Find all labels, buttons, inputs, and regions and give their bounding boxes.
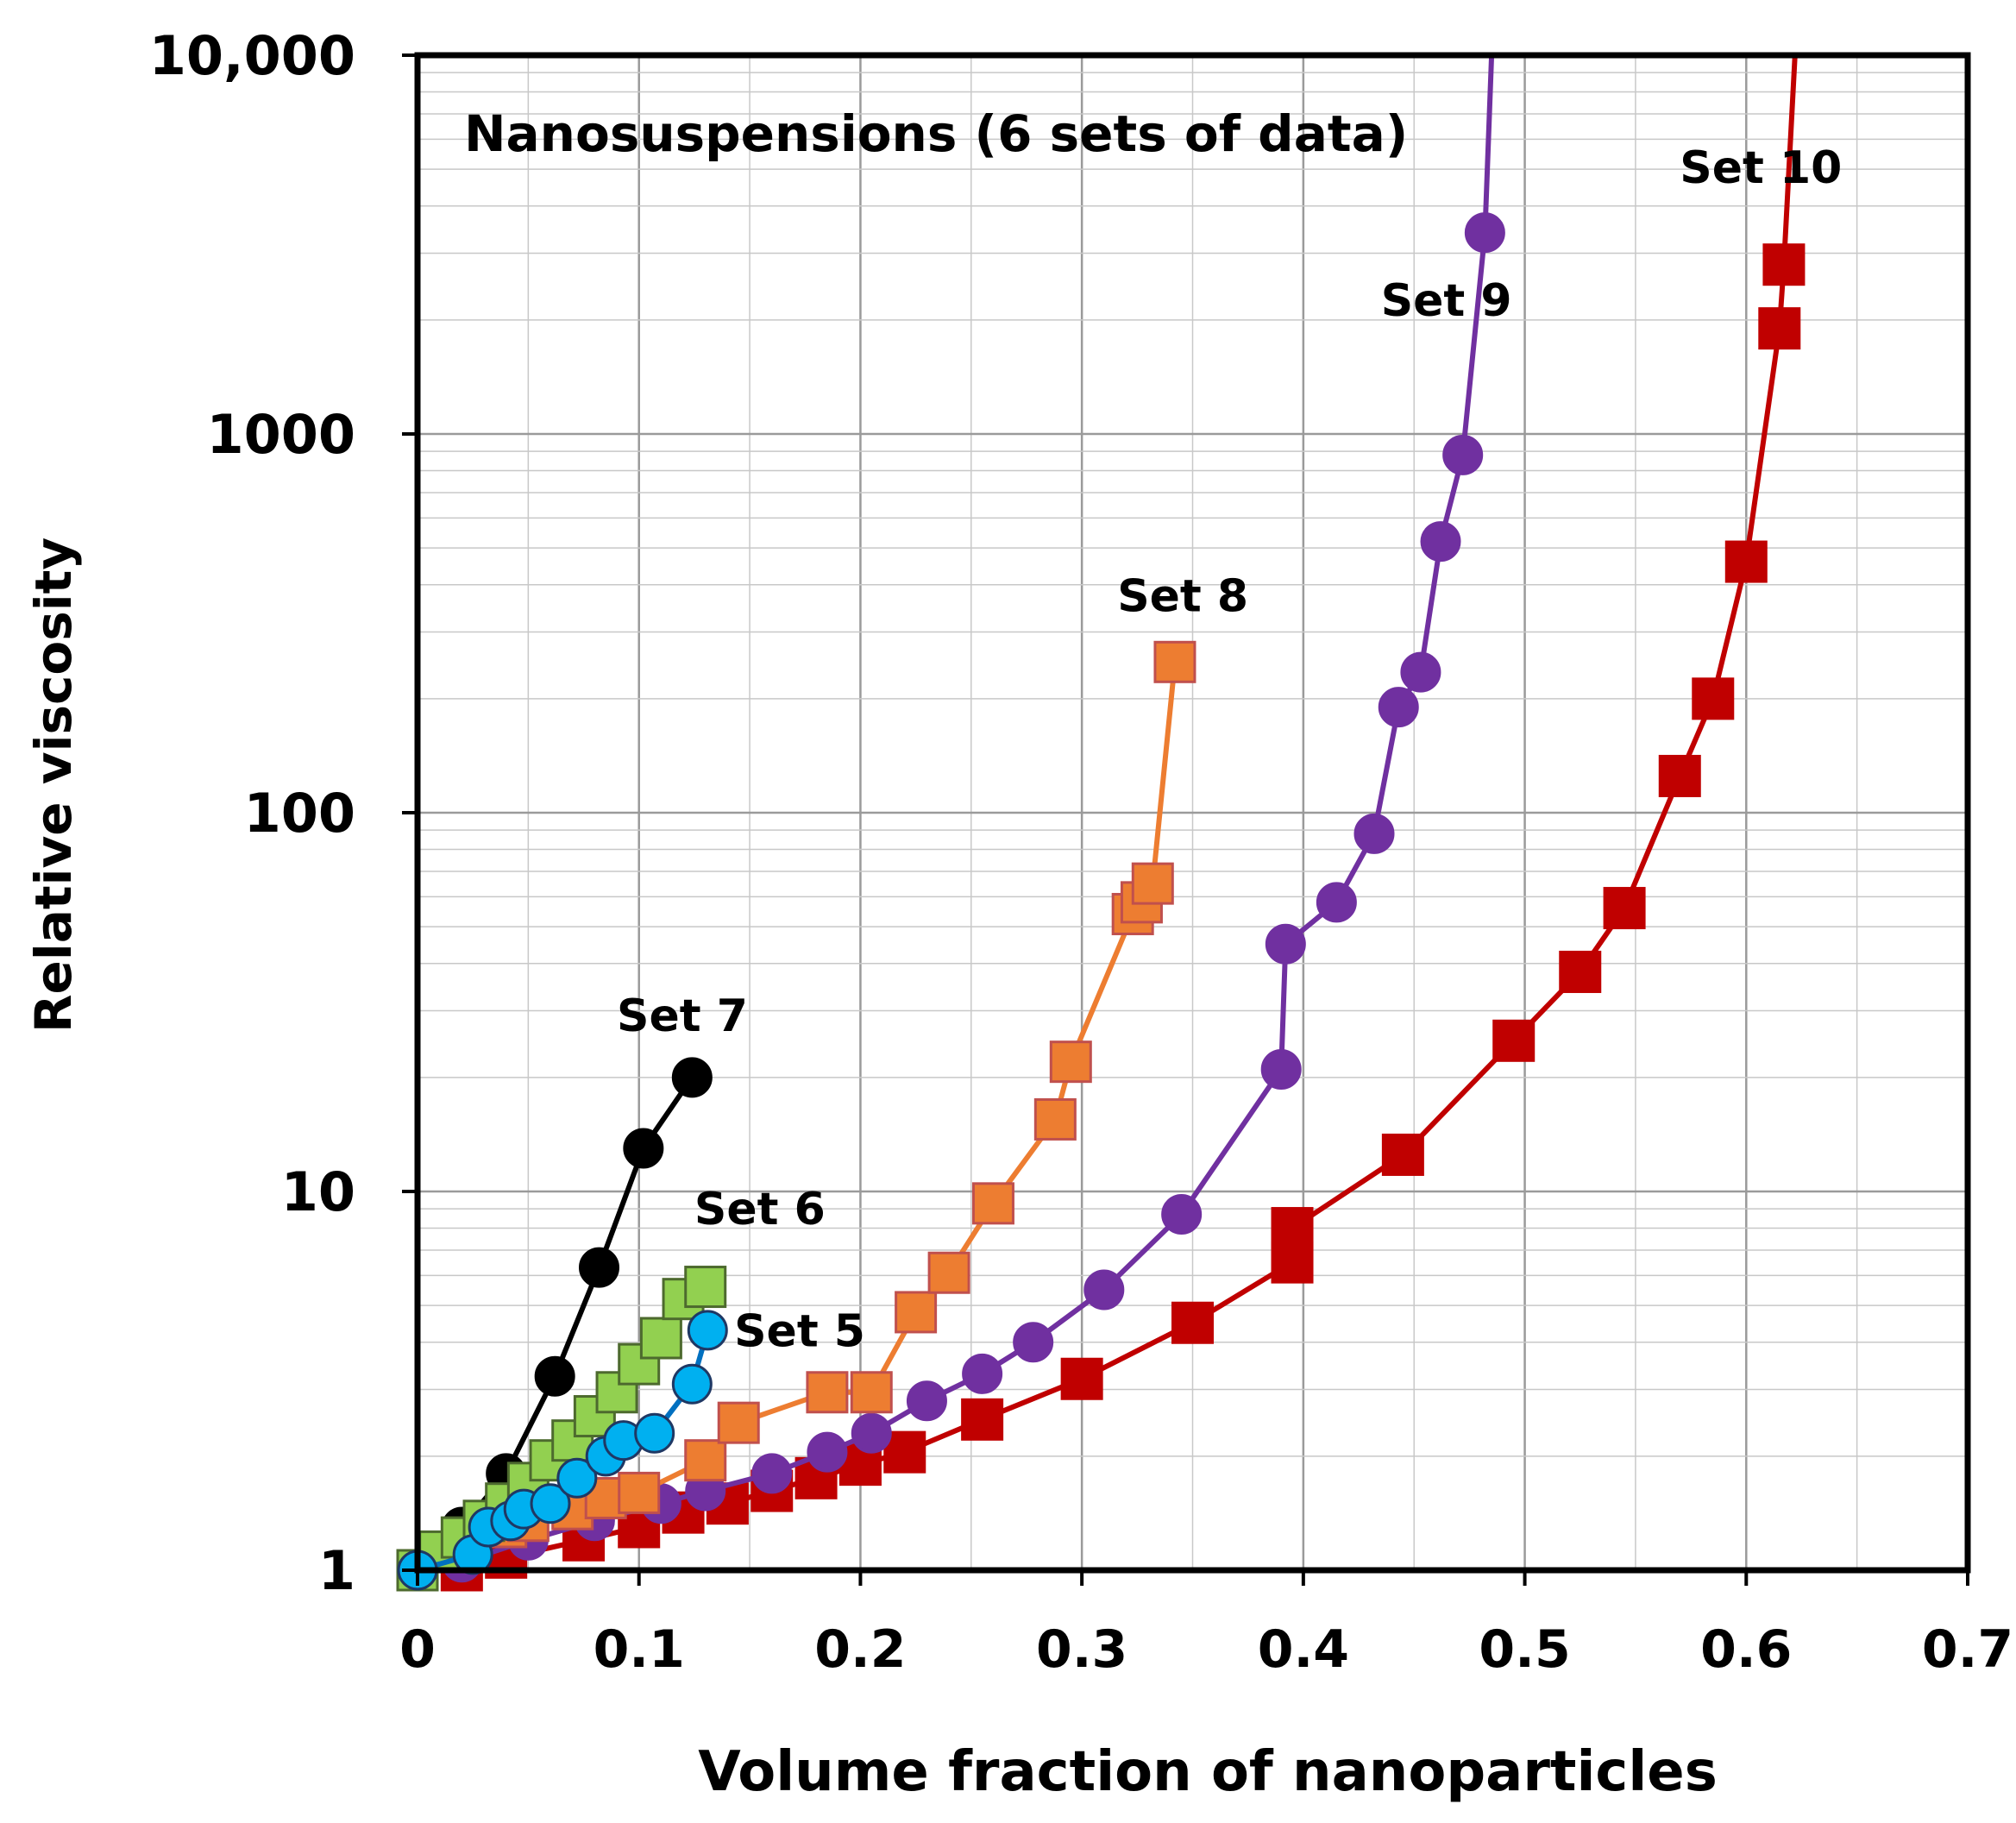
series-layer: [396, 54, 1806, 1592]
data-point-set-5: [556, 1457, 598, 1499]
data-point-set-9: [906, 1380, 947, 1422]
x-tick-label: 0.6: [1700, 1619, 1792, 1680]
x-axis-label: Volume fraction of nanoparticles: [698, 1740, 1718, 1804]
data-point-set-10: [1762, 243, 1806, 286]
y-tick-label: 1: [318, 1539, 355, 1602]
data-point-set-9: [1265, 923, 1306, 965]
x-tick-label: 0.4: [1258, 1619, 1349, 1680]
data-point-set-5: [634, 1412, 675, 1454]
data-point-set-10: [1758, 307, 1801, 350]
data-point-set-9: [1420, 521, 1461, 563]
y-tick-label: 10,000: [149, 24, 355, 87]
chart-title: Nanosuspensions (6 sets of data): [464, 104, 1408, 163]
data-point-set-5: [530, 1483, 571, 1524]
data-point-set-8: [806, 1371, 849, 1414]
y-tick-label: 100: [244, 782, 355, 845]
y-axis-label: Relative viscosity: [24, 537, 83, 1033]
data-point-set-10: [1692, 677, 1735, 720]
series-label-set-9: Set 9: [1381, 275, 1512, 327]
data-point-set-9: [1013, 1322, 1054, 1363]
series-label-set-5: Set 5: [734, 1306, 865, 1358]
series-set-6: [396, 1266, 727, 1592]
data-point-set-10: [1724, 540, 1768, 583]
data-point-set-8: [895, 1291, 938, 1334]
data-point-set-8: [618, 1471, 661, 1514]
data-point-set-5: [671, 1363, 713, 1405]
data-point-set-9: [1353, 813, 1395, 854]
data-point-set-9: [807, 1431, 848, 1473]
data-point-set-8: [684, 1439, 727, 1482]
data-point-set-9: [1161, 1194, 1203, 1235]
data-point-set-8: [927, 1251, 970, 1294]
data-point-set-9: [1400, 651, 1441, 693]
x-tick-label: 0.1: [593, 1619, 685, 1680]
data-point-set-8: [717, 1401, 760, 1444]
data-point-set-10: [1492, 1019, 1536, 1062]
data-point-set-8: [971, 1182, 1014, 1225]
data-point-set-8: [1049, 1040, 1092, 1084]
y-tick-label: 1000: [206, 403, 355, 466]
data-point-set-9: [1378, 687, 1419, 728]
data-point-set-9: [851, 1412, 892, 1454]
data-point-set-6: [684, 1266, 727, 1309]
data-point-set-10: [1381, 1133, 1424, 1176]
data-point-set-7: [579, 1247, 620, 1288]
series-line-set-9: [461, 54, 1495, 1565]
data-point-set-8: [1033, 1097, 1077, 1141]
series-label-set-8: Set 8: [1117, 571, 1248, 623]
series-label-set-6: Set 6: [694, 1184, 826, 1235]
data-point-set-8: [1153, 640, 1196, 683]
data-point-set-9: [1316, 882, 1357, 923]
label-layer: Set 10 Set 9 Set 8 Set 7 Set 6 Set 5: [617, 142, 1842, 1357]
data-point-set-5: [687, 1310, 728, 1351]
data-point-set-6: [573, 1395, 616, 1438]
x-tick-label: 0: [399, 1619, 436, 1680]
grid-layer: [418, 55, 1968, 1570]
data-point-set-9: [1464, 212, 1505, 254]
data-point-set-9: [751, 1453, 793, 1494]
data-point-set-7: [671, 1057, 713, 1098]
x-tick-label: 0.3: [1036, 1619, 1127, 1680]
data-point-set-9: [1083, 1269, 1125, 1311]
data-point-set-9: [1260, 1049, 1302, 1091]
data-point-set-6: [639, 1317, 682, 1360]
data-point-set-9: [1442, 434, 1484, 475]
data-point-set-10: [1603, 887, 1646, 930]
data-point-set-10: [1559, 950, 1602, 993]
data-point-set-10: [1658, 754, 1701, 797]
data-point-set-6: [618, 1342, 661, 1386]
series-set-5: [397, 1310, 728, 1591]
data-point-set-10: [1171, 1301, 1214, 1344]
series-label-set-10: Set 10: [1680, 142, 1842, 194]
data-point-set-10: [883, 1430, 926, 1474]
data-point-set-8: [1131, 862, 1174, 905]
data-point-set-7: [534, 1355, 575, 1397]
data-point-set-10: [961, 1398, 1004, 1441]
data-point-set-7: [623, 1128, 664, 1169]
axis-layer: 0 0.1 0.2 0.3 0.4 0.5 0.6 0.7 1 10 100 1000 10,000: [149, 24, 2013, 1680]
series-label-set-7: Set 7: [617, 990, 748, 1042]
data-point-set-9: [962, 1353, 1003, 1394]
x-tick-label: 0.5: [1479, 1619, 1570, 1680]
data-point-set-8: [850, 1371, 893, 1414]
data-point-set-10: [1060, 1357, 1103, 1400]
series-set-9: [441, 54, 1505, 1583]
data-point-set-10: [1271, 1207, 1314, 1250]
x-tick-label: 0.2: [814, 1619, 906, 1680]
x-tick-label: 0.7: [1922, 1619, 2013, 1680]
y-tick-label: 10: [281, 1160, 355, 1223]
